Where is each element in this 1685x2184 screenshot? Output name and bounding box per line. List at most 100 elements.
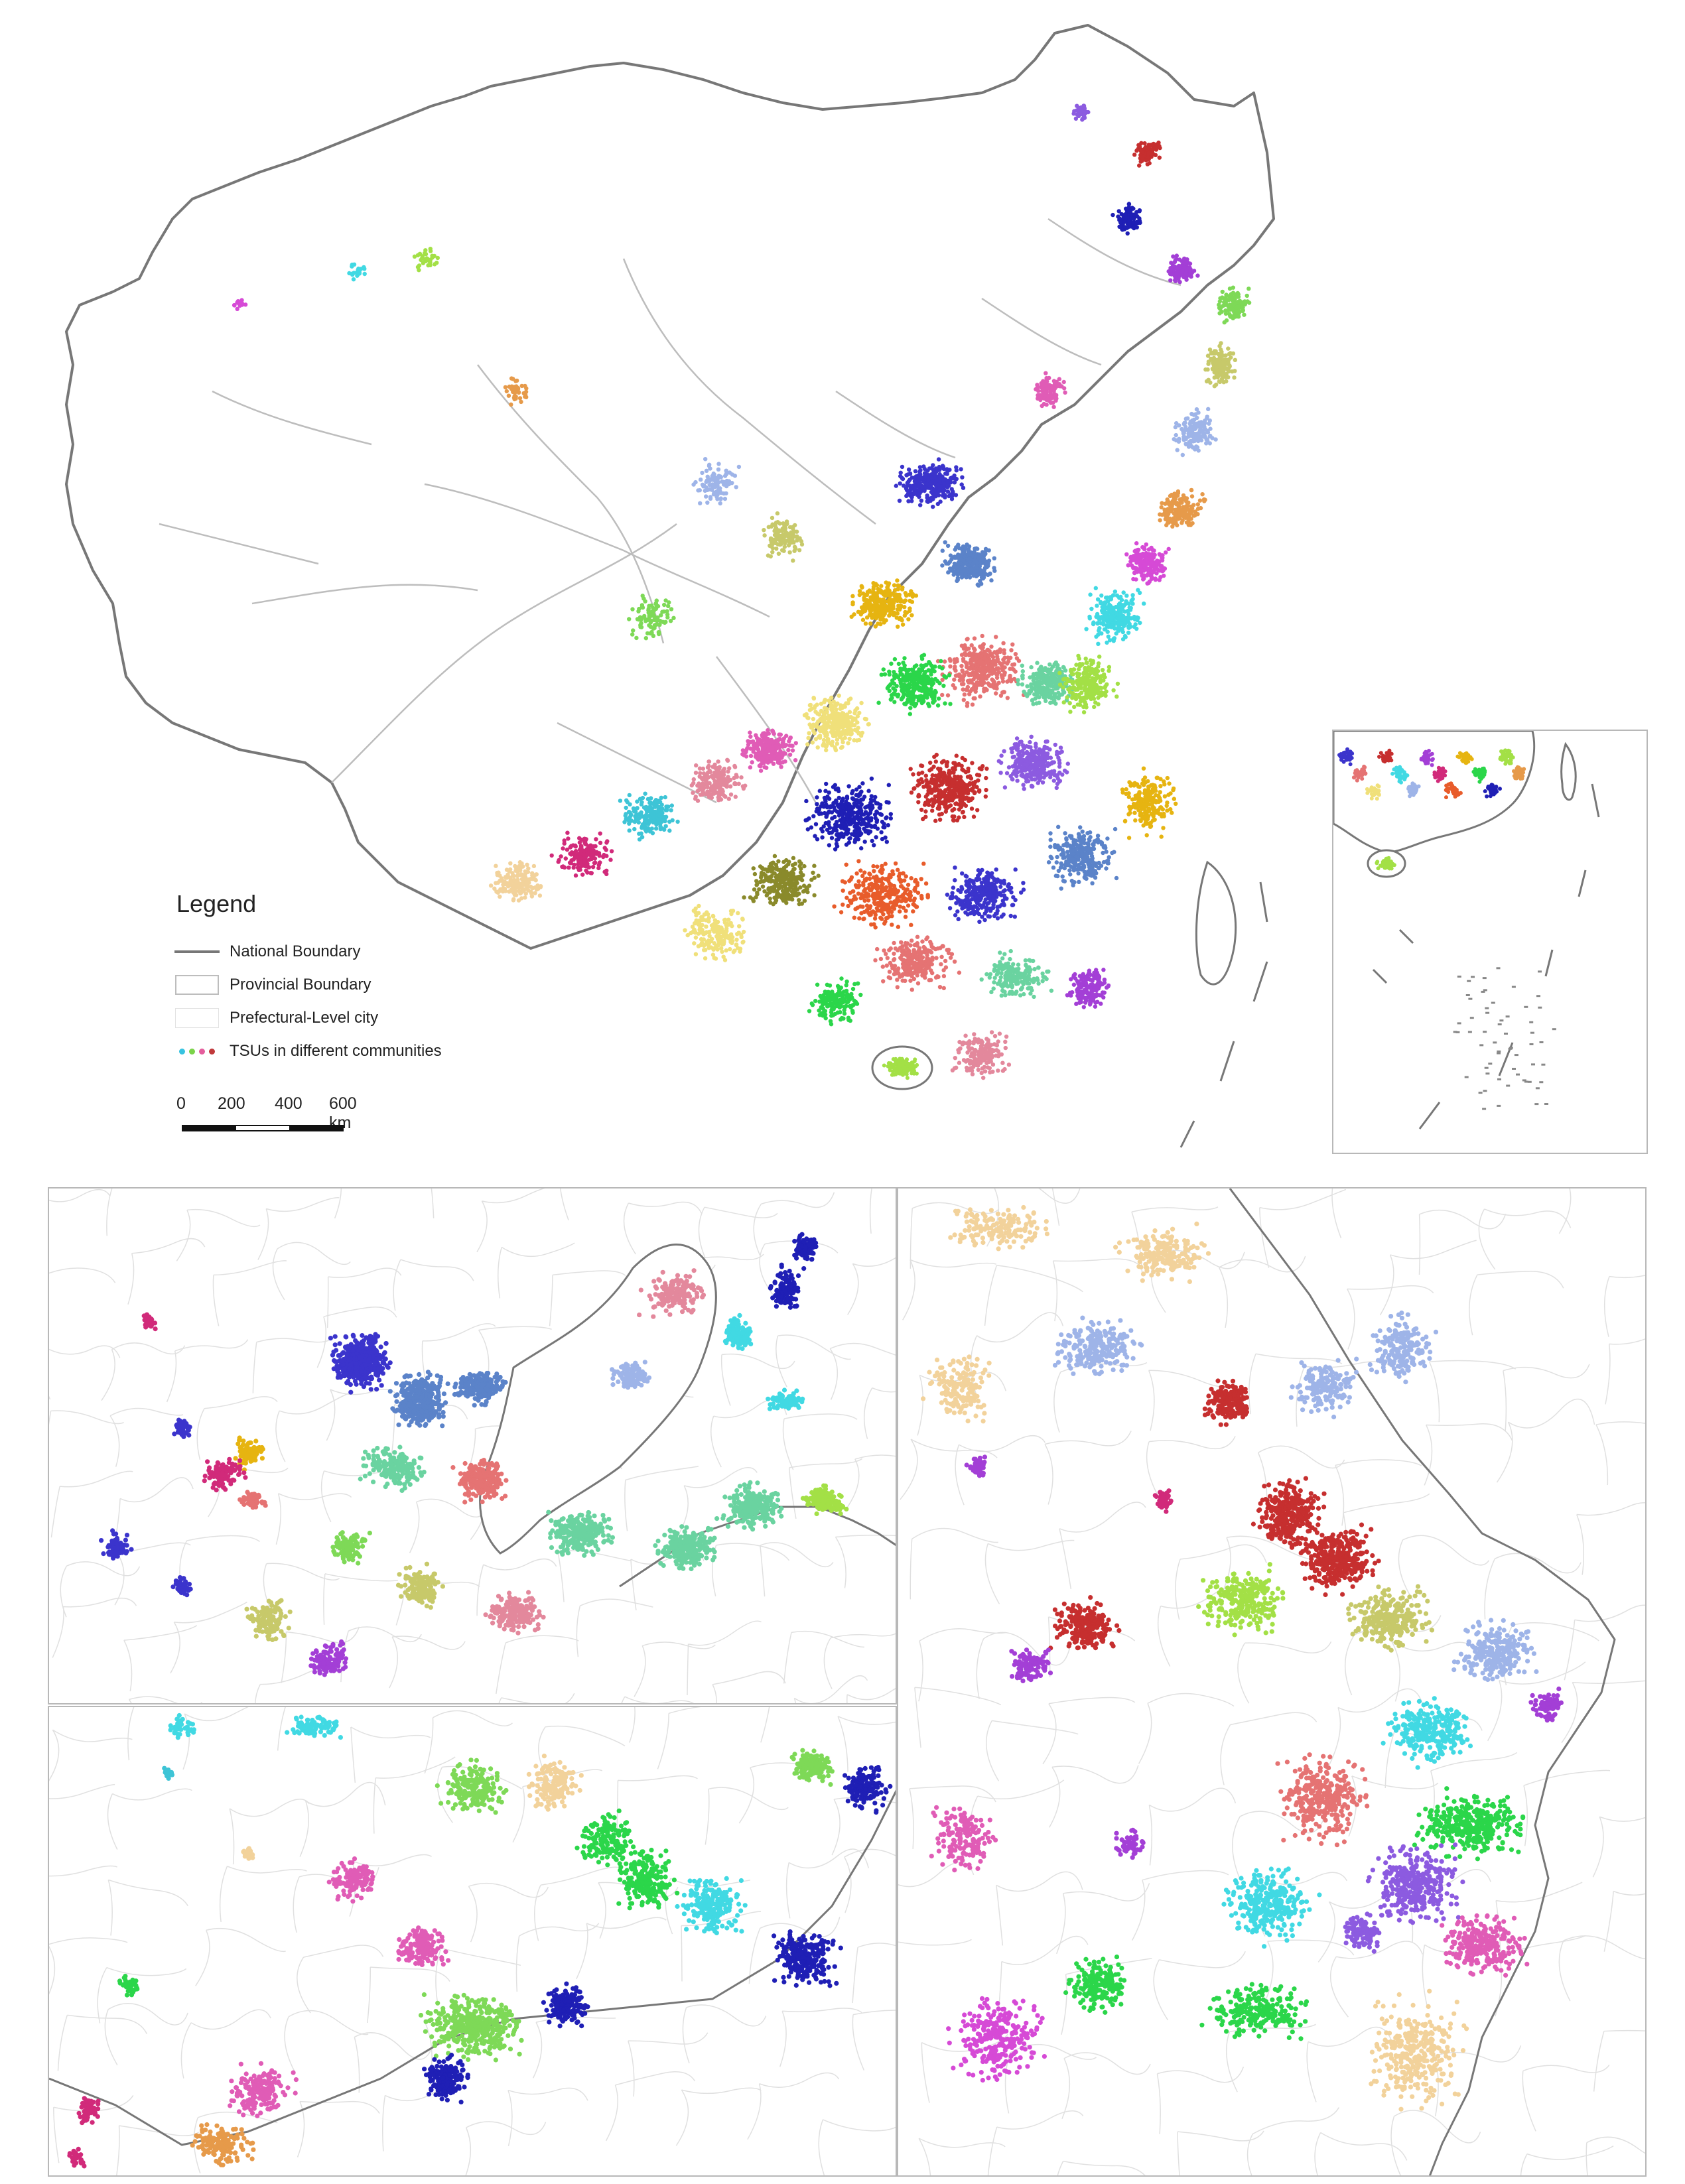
tsu-community-cluster [946, 1996, 1047, 2083]
tsu-community-cluster [1369, 1988, 1469, 2112]
tsu-community-cluster [1203, 341, 1238, 389]
tsu-community-cluster [1432, 765, 1448, 783]
tsu-community-cluster [1071, 103, 1091, 122]
tsu-community-cluster [653, 1524, 717, 1572]
scale-label-0: 0 [176, 1094, 186, 1114]
detail-panel-south [48, 1706, 897, 2177]
tsu-community-cluster [1377, 748, 1394, 764]
prefectural-boundaries [898, 1188, 1645, 2175]
tsu-community-cluster [610, 1360, 652, 1390]
scale-bar-graphic [182, 1125, 344, 1131]
tsu-community-cluster [1016, 660, 1075, 706]
tsu-community-cluster [1132, 140, 1162, 168]
legend-dot [209, 1048, 215, 1055]
tsu-community-cluster [762, 511, 805, 563]
tsu-community-cluster [1512, 765, 1526, 781]
tsu-community-cluster [549, 830, 614, 878]
tsu-community-cluster [1009, 1647, 1053, 1683]
legend-label-tsu: TSUs in different communities [230, 1042, 442, 1060]
south-coastline [49, 1789, 896, 2146]
tsu-community-cluster [1063, 1955, 1127, 2015]
tsu-community-cluster [244, 1598, 293, 1642]
national-boundary [65, 24, 1275, 950]
provincial-boundaries [159, 218, 1181, 816]
bohai-region-map [49, 1188, 896, 1703]
tsu-community-cluster [172, 1417, 192, 1439]
tsu-community-cluster [1498, 748, 1515, 766]
detail-panel-bohai [48, 1187, 897, 1704]
tsu-community-cluster [768, 1262, 807, 1310]
tsu-community-cluster [873, 934, 962, 992]
tsu-community-cluster [894, 457, 966, 509]
tsu-community-cluster [1381, 1696, 1473, 1770]
tsu-community-cluster [336, 1354, 373, 1383]
tsu-community-cluster [1375, 856, 1396, 871]
tsu-community-cluster [772, 1929, 843, 1988]
tsu-community-cluster [488, 860, 543, 903]
tsu-community-cluster [1365, 783, 1381, 801]
tsu-community-cluster [1196, 1562, 1286, 1638]
tsu-community-cluster [67, 2146, 87, 2169]
legend-label-provincial: Provincial Boundary [230, 976, 371, 994]
tsu-community-cluster [241, 1846, 255, 1861]
tsu-community-cluster [832, 859, 930, 930]
tsu-community-cluster [503, 376, 529, 407]
tsu-community-cluster [1120, 766, 1178, 840]
tsu-community-cluster [675, 1876, 748, 1935]
inset-taiwan [1560, 741, 1577, 801]
tsu-community-cluster [1406, 781, 1421, 799]
tsu-community-cluster [1217, 285, 1252, 325]
tsu-community-cluster [452, 1370, 508, 1408]
tsu-community-cluster [308, 1639, 348, 1677]
south-china-sea-inset [1332, 730, 1648, 1154]
tsu-community-cluster [882, 1057, 919, 1080]
tsu-community-cluster [1412, 1786, 1526, 1862]
tsu-community-cluster [347, 262, 367, 282]
tsu-community-cluster [1337, 747, 1355, 767]
inset-islands [1453, 967, 1556, 1110]
legend-label-prefectural: Prefectural-Level city [230, 1009, 378, 1027]
detail-panel-yangtze [897, 1187, 1647, 2177]
tsu-community-cluster [396, 1925, 451, 1967]
tsu-community-cluster [908, 752, 989, 823]
tsu-community-cluster [1048, 1595, 1122, 1651]
tsu-community-cluster [979, 948, 1054, 999]
tsu-community-cluster [76, 2096, 101, 2126]
tsu-community-cluster [950, 1030, 1012, 1080]
tsu-community-cluster [766, 1387, 805, 1411]
tsu-community-cluster [689, 757, 748, 803]
tsu-community-cluster [1351, 764, 1368, 783]
scale-label-200: 200 [218, 1094, 245, 1114]
tsu-community-cluster [358, 1445, 427, 1493]
tsu-community-cluster [876, 653, 953, 716]
tsu-community-cluster [202, 1456, 248, 1493]
south-china-sea-map [1333, 731, 1600, 1129]
tsu-community-cluster [141, 1312, 158, 1332]
tsu-community-cluster [1471, 766, 1487, 784]
main-map [53, 20, 1314, 1161]
tsu-community-cluster [117, 1974, 140, 1998]
tsu-community-cluster [1292, 1522, 1381, 1598]
tsu-community-cluster [162, 1766, 174, 1781]
tsu-community-cluster [1528, 1686, 1564, 1723]
tsu-community-cluster [1034, 371, 1067, 409]
tsu-community-cluster [803, 776, 894, 852]
tsu-community-cluster [168, 1712, 196, 1740]
tsu-community-cluster [237, 1490, 268, 1510]
tsu-community-cluster [1202, 1378, 1250, 1427]
tsu-community-cluster [483, 1590, 546, 1636]
tsu-community-cluster [1343, 1911, 1384, 1954]
tsu-community-cluster [849, 578, 919, 629]
scale-labels: 0 200 400 600 km [176, 1094, 362, 1132]
tsu-community-cluster [1365, 1842, 1465, 1925]
tsu-community-cluster [1046, 824, 1119, 891]
tsu-community-cluster [1483, 783, 1502, 799]
tsu-dots-symbol [179, 1048, 215, 1055]
tsu-community-cluster [233, 1435, 265, 1472]
tsu-community-cluster [616, 1844, 680, 1911]
legend-dot [189, 1048, 195, 1055]
tsu-community-cluster [1419, 749, 1435, 767]
taiwan-island [1195, 860, 1237, 986]
legend-label-national: National Boundary [230, 942, 360, 961]
prefectural-boundaries [49, 1188, 896, 1703]
